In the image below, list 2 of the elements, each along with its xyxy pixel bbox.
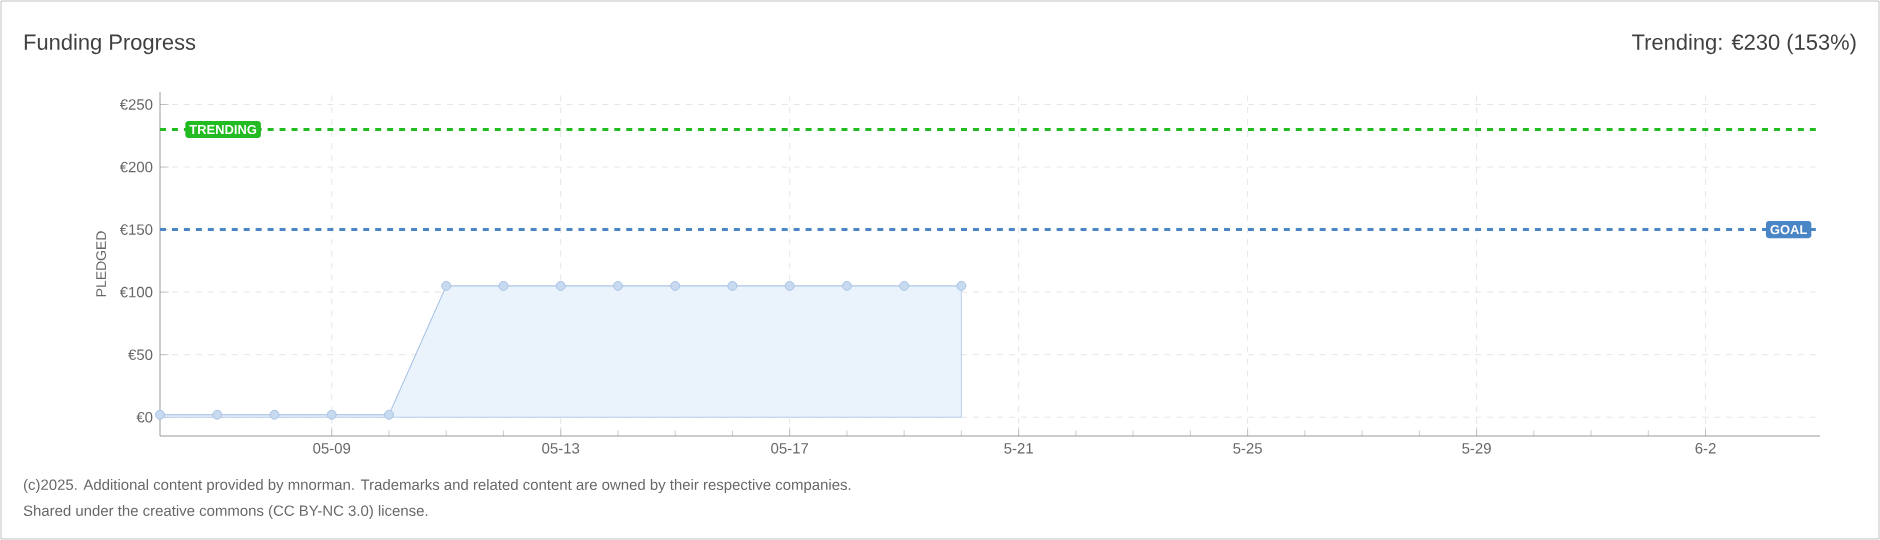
chart-title: Funding Progress (24, 33, 196, 55)
text: Trending: €230 (153%) (1632, 33, 1856, 55)
